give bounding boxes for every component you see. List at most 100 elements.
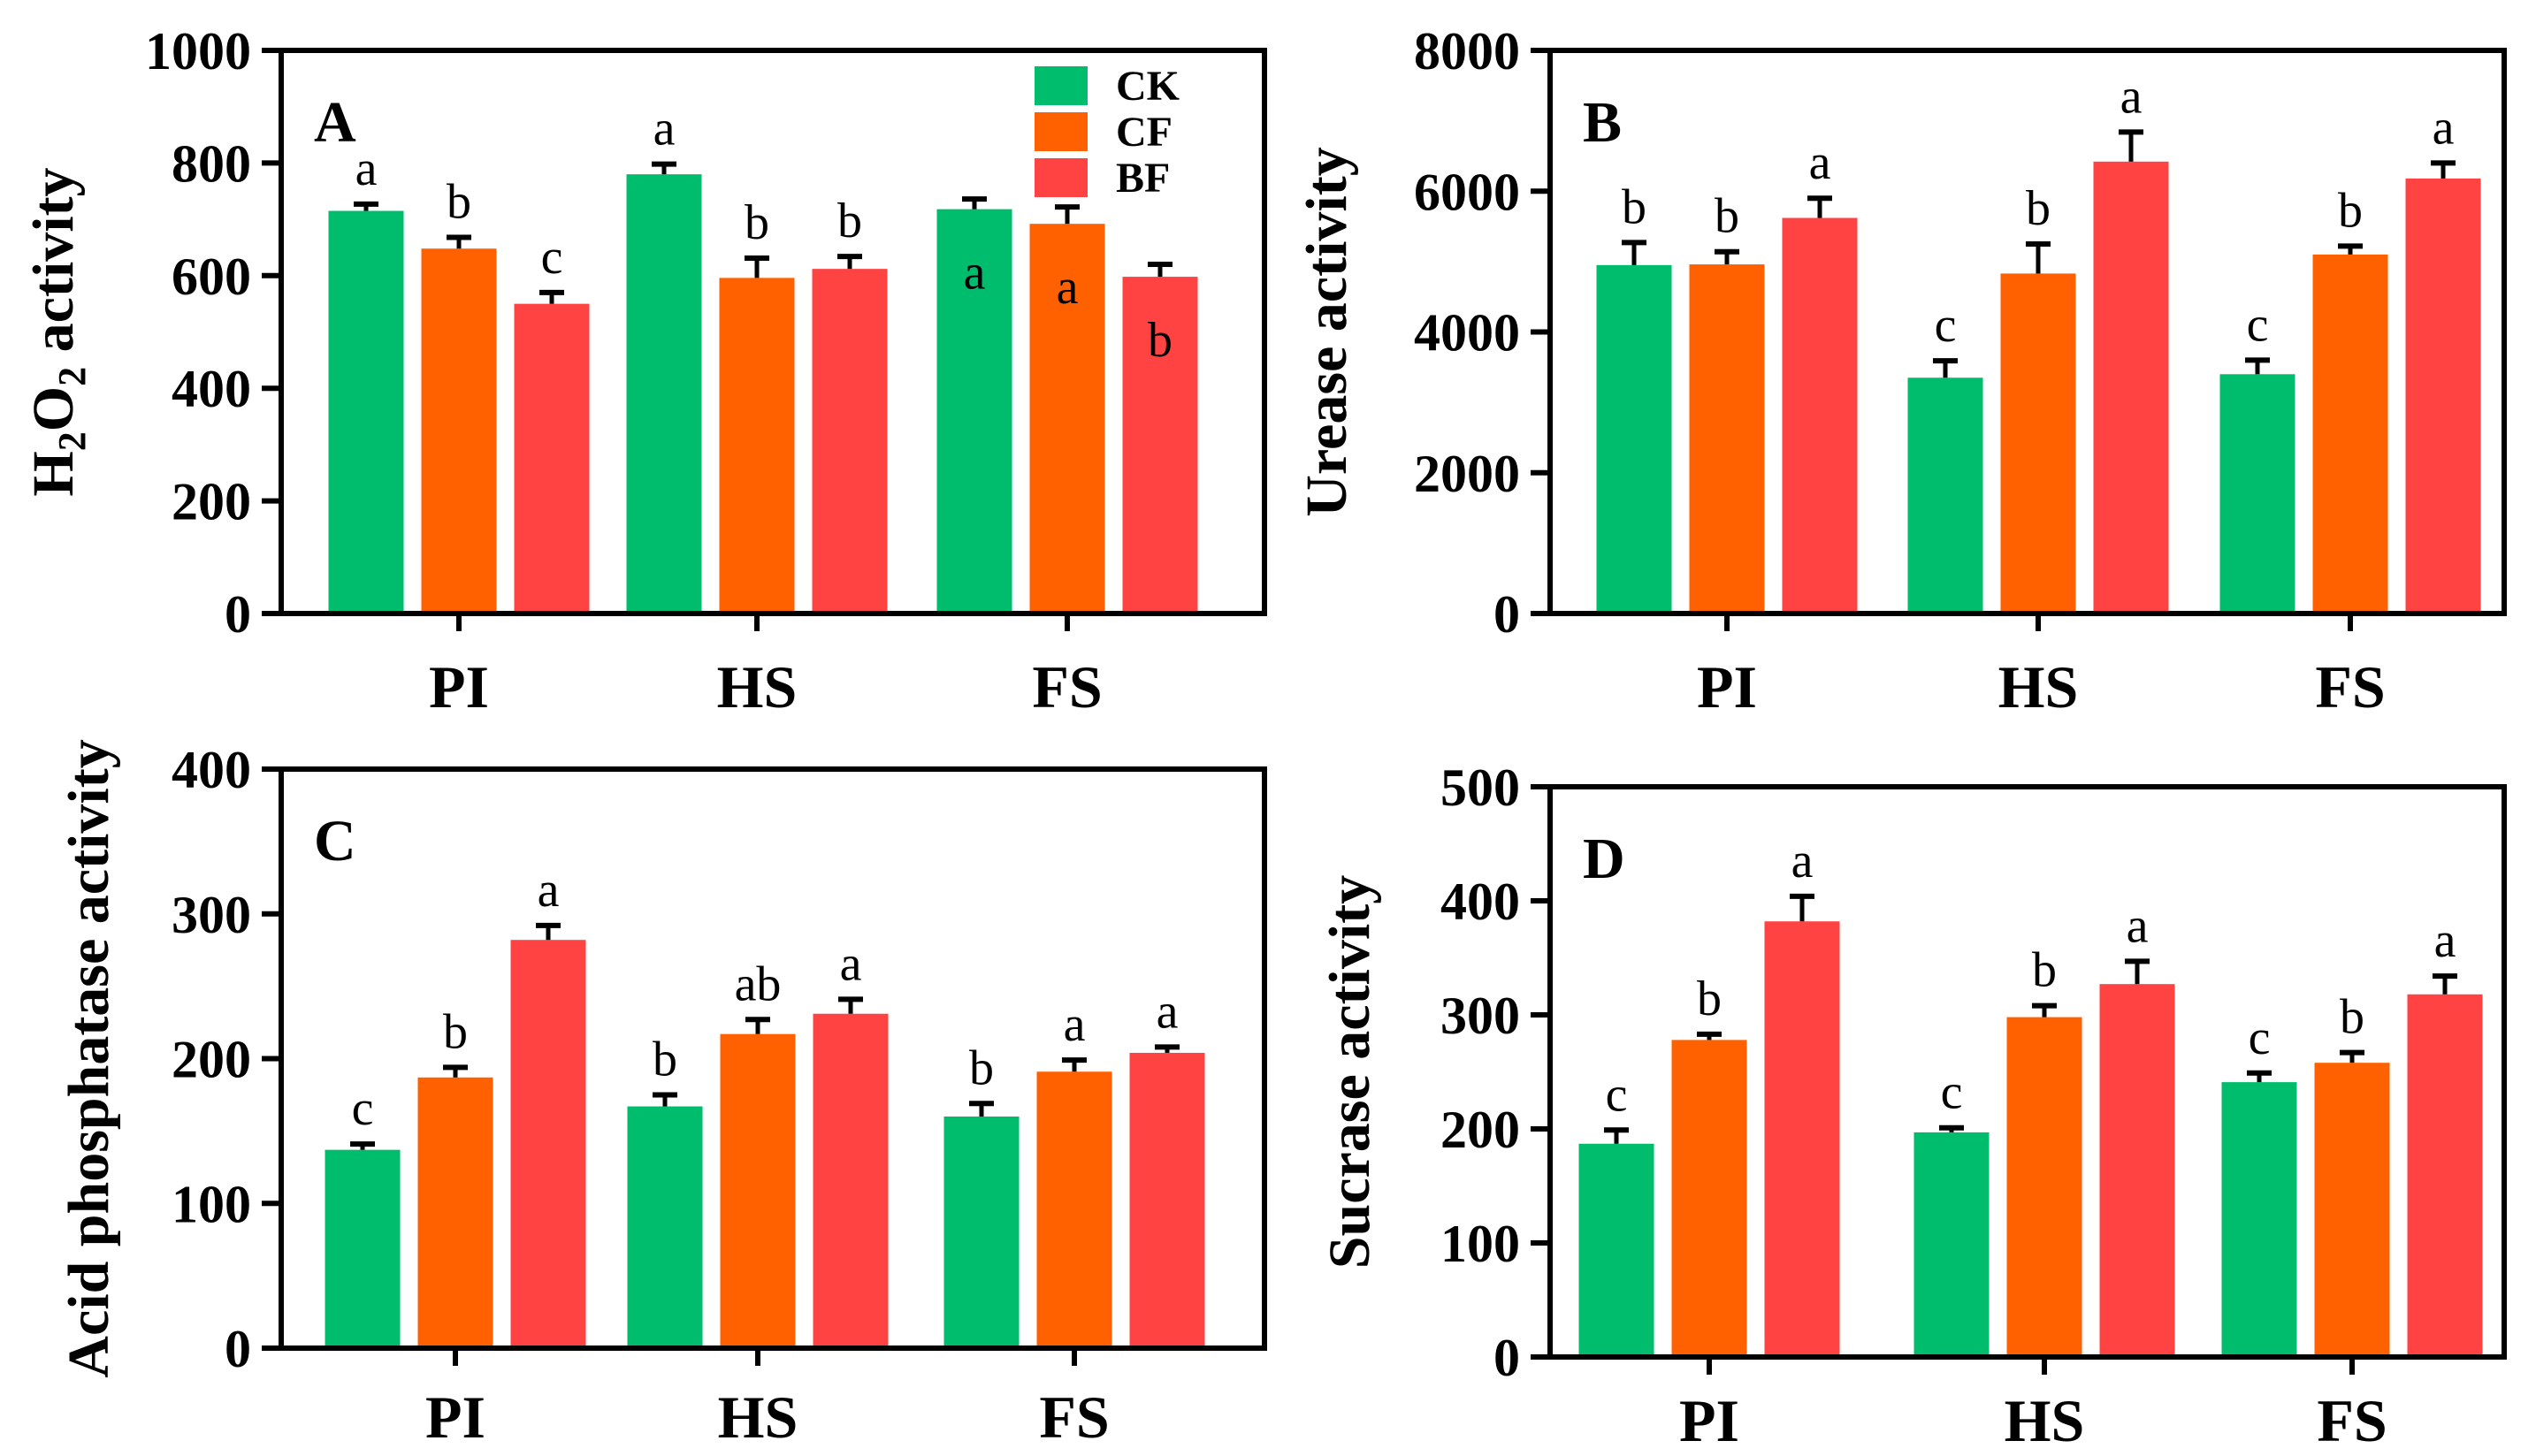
sig-label-ck-fs: a (964, 246, 986, 301)
x-tick-label-pi: PI (425, 1384, 485, 1451)
y-axis-label: Acid phosphatase activity (57, 739, 121, 1377)
bar-ck-fs (2220, 374, 2295, 614)
x-tick-label-hs: HS (717, 653, 798, 720)
x-tick-label-fs: FS (1039, 1384, 1109, 1451)
x-tick-label-hs: HS (1998, 653, 2079, 720)
y-tick-label-0: 0 (225, 1320, 251, 1378)
panel-letter-d: D (1583, 827, 1625, 891)
sig-label-cf-fs: b (2338, 183, 2363, 238)
sig-label-ck-hs: a (653, 102, 676, 156)
bar-ck-pi (1579, 1144, 1654, 1357)
bar-ck-hs (1908, 377, 1983, 614)
sig-label-bf-fs: b (1148, 313, 1173, 368)
figure: abcPIab bHSa abFS02004006008001000H2O2 act… (0, 0, 2536, 1456)
y-axis-label: H2O2 activity (21, 167, 94, 496)
panel-d: c b a PI c b a HS c b a FS 0 100 200 300 400 500 Sucrase a… (1318, 758, 2504, 1454)
y-tick-label-6000: 6000 (1414, 163, 1520, 221)
y-axis-label: Urease activity (1295, 147, 1359, 516)
x-tick-label-fs: FS (1032, 653, 1102, 720)
panel-letter-a: A (314, 90, 356, 155)
sig-label-bf-hs: a (2120, 69, 2143, 124)
sig-label-ck-fs: c (2249, 1010, 2271, 1065)
bar-ck-fs (944, 1117, 1020, 1348)
sig-label-cf-hs: ab (735, 957, 782, 1011)
sig-label-cf-fs: a (1064, 997, 1086, 1052)
bar-bf-fs (2406, 179, 2481, 614)
bar-cf-hs (2007, 1018, 2082, 1357)
y-tick-label-0: 0 (1493, 1329, 1520, 1387)
panel-letter-c: C (314, 809, 356, 873)
sig-label-bf-hs: b (837, 194, 862, 248)
bar-bf-hs (2094, 162, 2169, 614)
bar-bf-pi (1765, 921, 1840, 1357)
sig-label-bf-fs: a (2434, 913, 2456, 968)
y-tick-label-100: 100 (172, 1175, 251, 1233)
x-tick-label-fs: FS (2315, 653, 2385, 720)
x-tick-label-pi: PI (429, 653, 489, 720)
bar-cf-hs (2001, 273, 2076, 614)
x-tick-label-pi: PI (1697, 653, 1757, 720)
bar-cf-fs (2313, 255, 2388, 614)
x-tick-label-hs: HS (718, 1384, 798, 1451)
sig-label-cf-hs: b (2032, 943, 2057, 998)
y-tick-label-0: 0 (1493, 585, 1520, 644)
bar-cf-pi (422, 248, 497, 614)
bar-cf-fs (2315, 1063, 2390, 1357)
y-tick-label-400: 400 (172, 741, 251, 799)
y-axis-label: Sucrase activity (1318, 875, 1382, 1269)
sig-label-ck-pi: c (1606, 1067, 1628, 1122)
bar-cf-hs (720, 278, 795, 614)
bar-bf-fs (1130, 1053, 1205, 1348)
legend-label-bf: BF (1116, 155, 1170, 202)
y-tick-label-200: 200 (172, 1031, 251, 1089)
y-tick-label-500: 500 (1440, 758, 1520, 817)
legend-swatch-bf (1035, 158, 1088, 197)
bar-ck-pi (329, 211, 404, 614)
sig-label-ck-fs: b (969, 1041, 994, 1095)
sig-label-ck-pi: c (352, 1081, 374, 1136)
bar-ck-hs (1914, 1132, 1990, 1357)
y-tick-label-8000: 8000 (1414, 22, 1520, 80)
x-tick-label-fs: FS (2317, 1387, 2387, 1454)
panel-b: b baPIcbaHScbaFS02000400060008000Urease a… (1295, 22, 2504, 720)
bar-cf-hs (721, 1034, 796, 1348)
panel-c: c b a PI b ab a HS b a a FS 0 100 200 300 400 Acid phosph… (57, 739, 1264, 1451)
y-tick-label-300: 300 (172, 886, 251, 944)
sig-label-ck-hs: c (1941, 1065, 1963, 1120)
y-tick-label-4000: 4000 (1414, 304, 1520, 362)
panel-a: a b c PI a b b HS a a b FS 0 200 400 600 800 1000 H2O2 act… (21, 22, 1264, 720)
sig-label-cf-pi: b (447, 174, 471, 229)
y-tick-label-0: 0 (225, 585, 251, 644)
sig-label-bf-pi: a (1809, 135, 1831, 190)
sig-label-cf-pi: b (443, 1004, 468, 1059)
sig-label-cf-pi: b (1697, 972, 1722, 1026)
bar-bf-hs (814, 1014, 889, 1348)
y-tick-label-600: 600 (172, 248, 251, 306)
sig-label-ck-hs: c (1935, 298, 1957, 353)
bar-cf-pi (418, 1078, 493, 1348)
bar-ck-pi (1597, 265, 1672, 614)
sig-label-bf-hs: a (2127, 898, 2149, 953)
legend-label-ck: CK (1116, 63, 1180, 110)
bar-ck-pi (325, 1150, 401, 1348)
sig-label-ck-pi: b (1622, 179, 1646, 234)
sig-label-bf-pi: c (541, 230, 563, 285)
bar-bf-pi (1783, 218, 1858, 614)
bar-bf-pi (511, 940, 586, 1348)
bar-cf-pi (1672, 1040, 1747, 1357)
x-tick-label-hs: HS (2005, 1387, 2085, 1454)
sig-label-cf-hs: b (2026, 181, 2051, 236)
sig-label-ck-fs: c (2247, 297, 2269, 352)
sig-label-cf-fs: a (1057, 260, 1079, 315)
bar-ck-hs (628, 1107, 703, 1348)
bar-bf-hs (2100, 984, 2175, 1357)
bar-bf-fs (2408, 995, 2483, 1357)
sig-label-bf-fs: a (1157, 984, 1179, 1039)
y-tick-label-1000: 1000 (145, 22, 251, 80)
sig-label-ck-pi: a (355, 141, 378, 196)
panel-letter-b: B (1583, 90, 1622, 155)
sig-label-cf-fs: b (2340, 990, 2364, 1045)
sig-label-bf-pi: a (1791, 834, 1814, 888)
legend-label-cf: CF (1116, 109, 1173, 156)
